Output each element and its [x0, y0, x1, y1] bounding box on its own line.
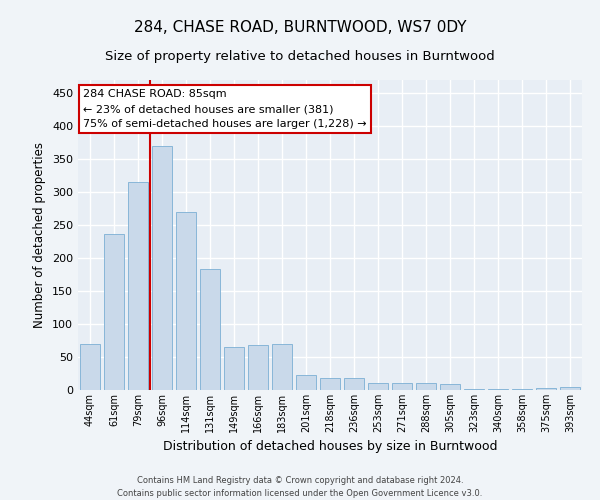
Bar	[128, 182, 148, 390]
Bar	[200, 270, 220, 390]
Bar	[176, 212, 196, 390]
Bar	[392, 384, 412, 390]
X-axis label: Distribution of detached houses by size in Burntwood: Distribution of detached houses by size …	[163, 440, 497, 454]
Bar	[416, 384, 436, 390]
Bar	[344, 378, 364, 390]
Text: Size of property relative to detached houses in Burntwood: Size of property relative to detached ho…	[105, 50, 495, 63]
Bar	[80, 344, 100, 390]
Bar	[560, 388, 580, 390]
Text: 284, CHASE ROAD, BURNTWOOD, WS7 0DY: 284, CHASE ROAD, BURNTWOOD, WS7 0DY	[134, 20, 466, 35]
Bar	[104, 234, 124, 390]
Y-axis label: Number of detached properties: Number of detached properties	[34, 142, 46, 328]
Bar	[272, 344, 292, 390]
Bar	[320, 378, 340, 390]
Bar	[440, 384, 460, 390]
Bar	[248, 345, 268, 390]
Text: Contains HM Land Registry data © Crown copyright and database right 2024.
Contai: Contains HM Land Registry data © Crown c…	[118, 476, 482, 498]
Bar	[224, 347, 244, 390]
Bar	[152, 146, 172, 390]
Text: 284 CHASE ROAD: 85sqm
← 23% of detached houses are smaller (381)
75% of semi-det: 284 CHASE ROAD: 85sqm ← 23% of detached …	[83, 90, 367, 129]
Bar	[296, 376, 316, 390]
Bar	[536, 388, 556, 390]
Bar	[368, 384, 388, 390]
